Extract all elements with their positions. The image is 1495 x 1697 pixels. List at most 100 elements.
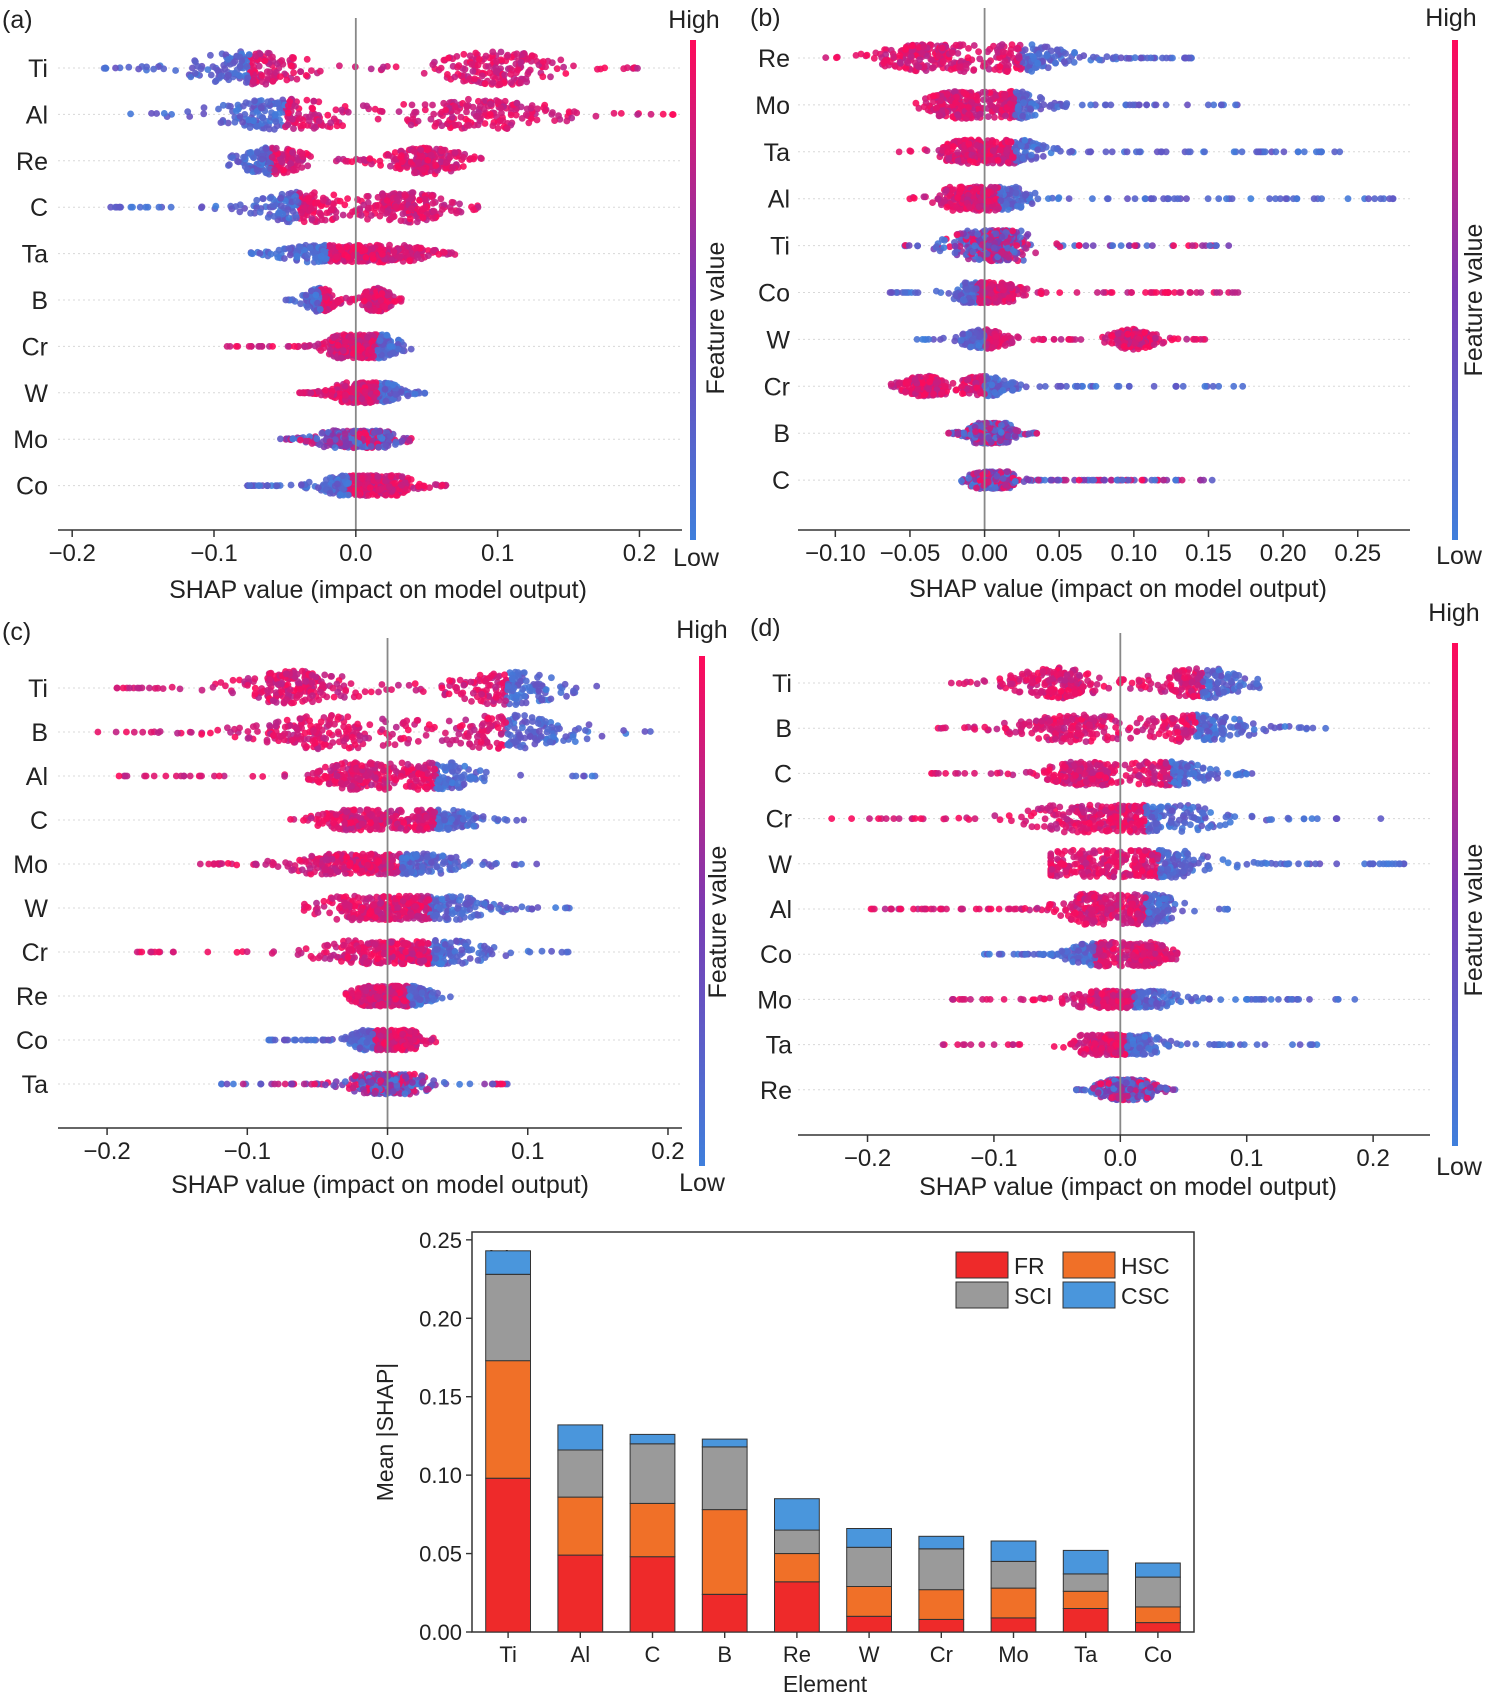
shap-dot bbox=[1034, 59, 1042, 67]
shap-dot bbox=[209, 63, 217, 70]
shap-dot bbox=[224, 102, 232, 110]
shap-dot bbox=[863, 51, 871, 59]
feature-label-cr: Cr bbox=[764, 373, 790, 401]
shap-dot bbox=[418, 152, 426, 160]
shap-dot bbox=[415, 159, 422, 167]
shap-dot bbox=[293, 75, 301, 83]
shap-dot bbox=[1028, 151, 1035, 159]
shap-dot bbox=[457, 113, 465, 121]
shap-dot bbox=[317, 252, 325, 260]
shap-dot bbox=[659, 110, 667, 118]
shap-dot bbox=[290, 125, 297, 132]
shap-dot bbox=[389, 381, 397, 389]
x-axis-title: SHAP value (impact on model output) bbox=[169, 576, 587, 604]
shap-dot bbox=[374, 473, 382, 480]
shap-dot bbox=[379, 63, 387, 71]
shap-dot bbox=[262, 80, 270, 88]
shap-dot bbox=[918, 49, 926, 57]
shap-dot bbox=[985, 59, 993, 66]
shap-dot bbox=[974, 96, 981, 104]
shap-dot bbox=[523, 56, 531, 63]
shap-dot bbox=[472, 49, 480, 57]
shap-dot bbox=[361, 246, 368, 254]
shap-dot bbox=[358, 443, 366, 451]
shap-dot bbox=[250, 117, 257, 125]
shap-dot bbox=[387, 162, 394, 170]
shap-dot bbox=[1147, 54, 1155, 62]
shap-dot bbox=[362, 254, 370, 261]
shap-dot bbox=[1096, 56, 1103, 64]
shap-dot bbox=[336, 62, 343, 70]
shap-dot bbox=[460, 50, 468, 58]
panel-label: (a) bbox=[2, 6, 33, 34]
shap-dot bbox=[411, 390, 419, 398]
shap-dot bbox=[1076, 54, 1084, 61]
shap-dot bbox=[382, 397, 390, 405]
shap-dot bbox=[269, 77, 277, 85]
shap-dot bbox=[257, 104, 265, 112]
shap-dot bbox=[264, 214, 272, 221]
shap-dot bbox=[1035, 50, 1043, 58]
shap-dot bbox=[1015, 54, 1023, 62]
shap-dot bbox=[326, 242, 334, 250]
shap-dot bbox=[982, 157, 989, 165]
shap-dot bbox=[367, 443, 375, 450]
shap-dot bbox=[954, 111, 961, 118]
shap-dot bbox=[962, 61, 970, 69]
shap-dot bbox=[390, 248, 398, 256]
shap-dot bbox=[440, 99, 448, 107]
shap-dot bbox=[376, 337, 384, 345]
shap-dot bbox=[296, 243, 304, 251]
shap-dot bbox=[503, 125, 511, 132]
shap-dot bbox=[406, 215, 414, 223]
shap-dot bbox=[277, 435, 284, 443]
shap-dot bbox=[272, 144, 280, 152]
shap-dot bbox=[489, 48, 497, 56]
shap-dot bbox=[534, 105, 541, 113]
shap-dot bbox=[1126, 101, 1134, 109]
shap-dot bbox=[318, 429, 326, 437]
shap-dot bbox=[167, 203, 175, 211]
shap-dot bbox=[344, 491, 352, 499]
shap-dot bbox=[363, 102, 371, 110]
shap-dot bbox=[410, 148, 418, 155]
shap-dot bbox=[453, 209, 460, 217]
shap-dot bbox=[610, 109, 618, 117]
shap-dot bbox=[568, 114, 576, 122]
shap-dot bbox=[232, 343, 240, 350]
shap-dot bbox=[475, 55, 483, 63]
shap-dot bbox=[1163, 54, 1170, 62]
shap-dot bbox=[1253, 148, 1260, 156]
shap-dot bbox=[322, 476, 330, 484]
shap-dot bbox=[386, 343, 394, 350]
shap-dot bbox=[1143, 101, 1151, 109]
shap-dot bbox=[307, 205, 315, 213]
shap-dot bbox=[217, 72, 225, 80]
shap-dot bbox=[287, 62, 295, 69]
shap-dot bbox=[330, 334, 338, 342]
shap-dot bbox=[236, 63, 244, 70]
shap-dot bbox=[1003, 68, 1011, 75]
shap-dot bbox=[306, 244, 314, 251]
shap-dot bbox=[277, 194, 284, 202]
shap-dot bbox=[1181, 54, 1189, 62]
shap-dot bbox=[451, 149, 459, 157]
shap-dot bbox=[492, 58, 500, 65]
shap-dot bbox=[912, 99, 920, 107]
shap-dot bbox=[303, 55, 311, 63]
shap-dot bbox=[341, 430, 349, 438]
shap-dot bbox=[247, 249, 255, 257]
shap-dot bbox=[172, 67, 180, 74]
shap-dot bbox=[594, 65, 601, 73]
shap-dot bbox=[297, 122, 305, 130]
x-axis: −0.2 −0.1 0.0 0.1 0.2 bbox=[48, 529, 682, 567]
shap-dot bbox=[551, 117, 558, 124]
shap-dot bbox=[929, 64, 937, 71]
shap-dot bbox=[976, 55, 984, 63]
shap-dot bbox=[361, 388, 369, 395]
shap-dot bbox=[439, 206, 446, 213]
shap-dot bbox=[420, 165, 427, 173]
shap-dot bbox=[1051, 53, 1059, 60]
shap-dot bbox=[315, 117, 323, 125]
shap-dot bbox=[269, 343, 276, 350]
